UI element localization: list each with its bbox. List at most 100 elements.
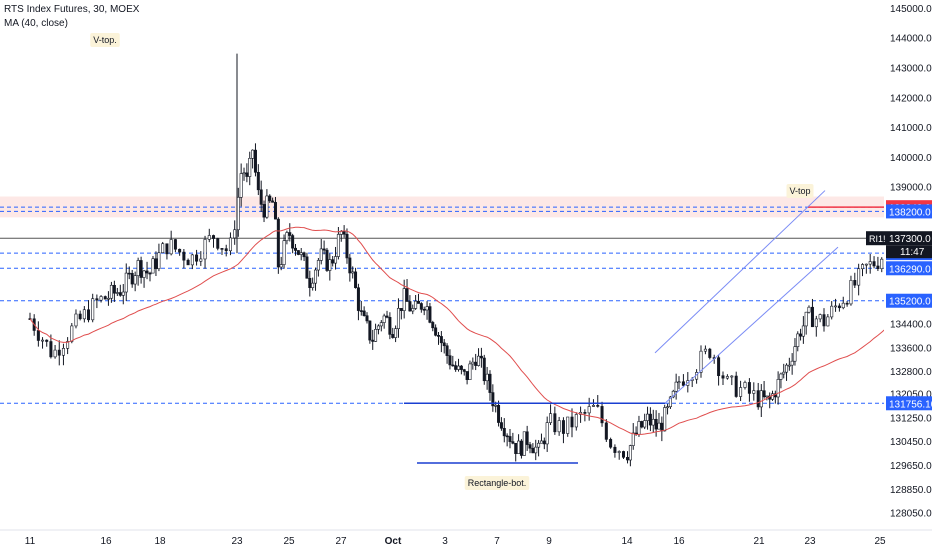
candle-body [308,277,312,288]
candle-body [830,305,834,318]
candle [793,338,797,366]
candle [262,200,266,223]
candle-body [631,432,635,446]
candle [331,255,335,267]
candle-body [451,364,455,367]
candle [566,416,570,437]
candle-body [814,318,818,328]
candle-body [872,261,876,267]
candle-body [574,414,578,428]
candle [804,311,808,335]
candle [271,197,275,203]
candle-body [199,258,203,262]
candle-body [242,172,246,175]
candle-body [471,361,475,365]
candle-body [557,420,561,433]
candle-body [519,440,523,456]
candle [663,404,667,432]
candle-body [109,284,113,299]
candle [308,270,312,297]
x-tick-label: 25 [283,536,295,547]
candle-body [849,280,853,305]
y-tick-label: 142000.0 [890,93,932,104]
candle-body [479,355,483,359]
candle [445,343,449,364]
candle [203,235,207,269]
candle-body [654,418,658,430]
candle-body [485,373,489,382]
candle [154,251,158,276]
candle [471,357,475,370]
countdown-bg [886,245,932,259]
candle-body [841,302,845,309]
candle-body [331,259,335,264]
candle-body [173,239,177,250]
candle-body [810,306,814,328]
candle-body [566,416,570,434]
candle-body [334,256,338,264]
candle-body [142,270,146,278]
candle-body [253,149,257,173]
candle [549,404,553,426]
candle-body [99,296,103,301]
candle [345,228,349,264]
candle-body [514,442,518,454]
candle [302,251,306,262]
candle-body [388,317,392,335]
candle-body [124,272,128,293]
candle [773,390,777,404]
candle [136,257,140,286]
candle [61,343,65,366]
candle-body [302,252,306,258]
candle [351,266,355,279]
candle [525,425,529,451]
candle-body [511,441,515,444]
candle-body [328,259,332,271]
candle-body [36,330,40,341]
candle-body [499,422,503,429]
candle [459,364,463,375]
candle [173,238,177,253]
candle [617,450,621,460]
annotation-v-top-left-bg [90,33,120,47]
candle [371,329,375,350]
candle-body [203,239,207,260]
candle [161,241,165,254]
candle-body [539,440,543,444]
candle [814,315,818,337]
x-tick-label: 9 [546,536,552,547]
candle [195,249,199,266]
candle [545,416,549,452]
candle-body [190,254,194,266]
candle [53,345,57,359]
candle-body [488,373,492,393]
candle [502,418,506,443]
candle-body [95,298,99,301]
candle-body [259,189,263,205]
candle [130,269,134,288]
candle [762,381,766,399]
candle [648,407,652,432]
candle [273,196,277,220]
candle-body [112,284,116,294]
y-tick-label: 132050.0 [890,390,932,401]
candle-body [459,365,463,370]
candle [431,320,435,332]
candle [362,306,366,317]
candle [268,194,272,203]
x-tick-label: 16 [673,536,685,547]
candle-body [288,232,292,236]
candle-body [348,257,352,274]
candle [118,284,122,297]
y-tick-label: 143000.0 [890,63,932,74]
candle [299,247,303,261]
candle-body [408,301,412,312]
candle-body [445,345,449,356]
candle [190,253,194,270]
candle-body [436,335,440,337]
candle-body [365,315,369,322]
annotation-rectangle-bot-bg [464,476,530,490]
candle [542,437,546,450]
candle-body [860,264,864,270]
